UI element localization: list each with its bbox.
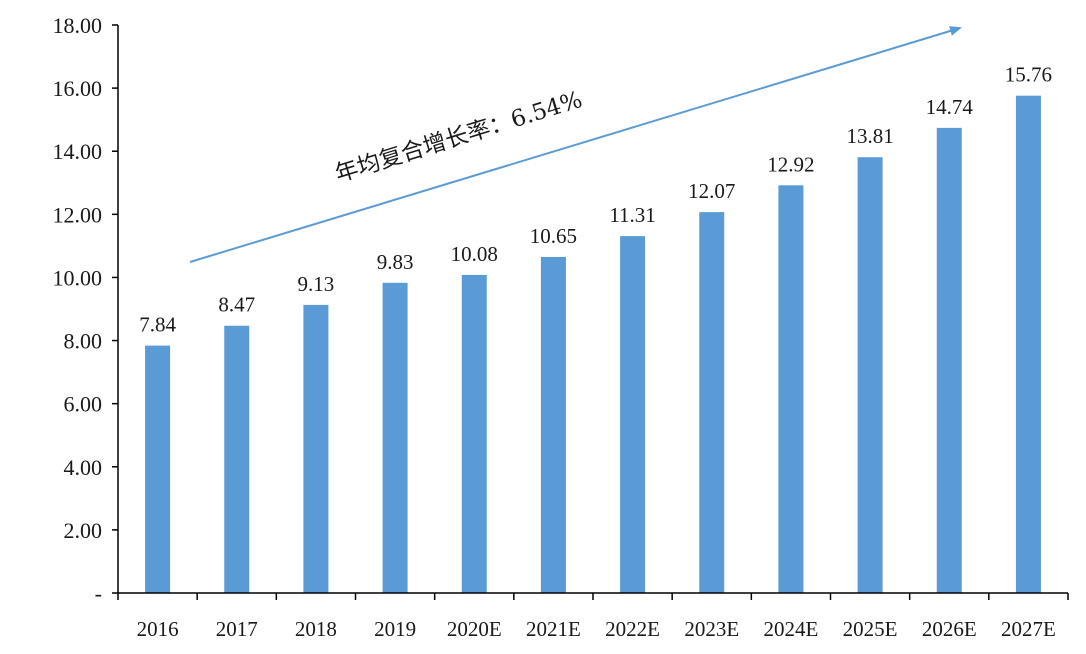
data-label: 11.31	[609, 203, 655, 227]
x-tick-label: 2025E	[843, 617, 898, 641]
bars: 7.84 8.47 9.13 9.83 10.08 10.65 11.31 12.07 12.9…	[139, 63, 1052, 594]
x-tick-label: 2017	[216, 617, 258, 641]
x-tick-label: 2021E	[526, 617, 581, 641]
x-axis: 2016 2017 2018 2019 2020E 2021E 2022E 2023E 2024…	[117, 592, 1069, 641]
y-tick-label: 18.00	[53, 13, 103, 38]
x-tick-label: 2016	[137, 617, 179, 641]
y-tick-label: -	[95, 581, 102, 606]
data-label: 7.84	[139, 313, 176, 337]
bar	[1015, 95, 1041, 593]
data-label: 10.65	[530, 224, 577, 248]
x-tick-label: 2018	[295, 617, 337, 641]
data-label: 14.74	[926, 95, 974, 119]
data-label: 12.07	[688, 179, 735, 203]
y-tick-label: 6.00	[64, 392, 103, 417]
bar	[936, 127, 962, 594]
cagr-annotation: 年均复合增长率：6.54%	[332, 87, 585, 188]
y-tick-label: 8.00	[64, 329, 103, 354]
bar	[303, 304, 329, 593]
data-label: 13.81	[846, 124, 893, 148]
x-tick-label: 2019	[374, 617, 416, 641]
bar	[699, 212, 725, 593]
data-label: 8.47	[218, 293, 255, 317]
y-tick-label: 10.00	[53, 265, 103, 290]
y-tick-label: 12.00	[53, 202, 103, 227]
data-label: 12.92	[767, 152, 814, 176]
y-tick-label: 16.00	[53, 76, 103, 101]
x-tick-label: 2023E	[684, 617, 739, 641]
data-label: 9.83	[377, 250, 414, 274]
y-axis: - 2.00 4.00 6.00 8.00 10.00 12.00 14.00 16.00 18.…	[53, 13, 119, 606]
bar	[461, 274, 487, 593]
data-label: 15.76	[1005, 63, 1052, 87]
x-tick-label: 2020E	[447, 617, 502, 641]
x-tick-label: 2026E	[922, 617, 977, 641]
trend-arrow	[189, 26, 962, 263]
bar	[145, 345, 171, 593]
y-tick-label: 4.00	[64, 455, 103, 480]
x-tick-label: 2027E	[1001, 617, 1056, 641]
y-tick-label: 2.00	[64, 518, 103, 543]
data-label: 10.08	[451, 242, 498, 266]
x-tick-label: 2022E	[605, 617, 660, 641]
bar	[620, 236, 646, 593]
data-label: 9.13	[298, 272, 335, 296]
y-tick-label: 14.00	[53, 139, 103, 164]
x-tick-label: 2024E	[764, 617, 819, 641]
bar	[857, 157, 883, 593]
bar	[382, 282, 408, 593]
bar	[224, 325, 250, 593]
bar	[540, 256, 566, 593]
bar	[778, 185, 804, 593]
